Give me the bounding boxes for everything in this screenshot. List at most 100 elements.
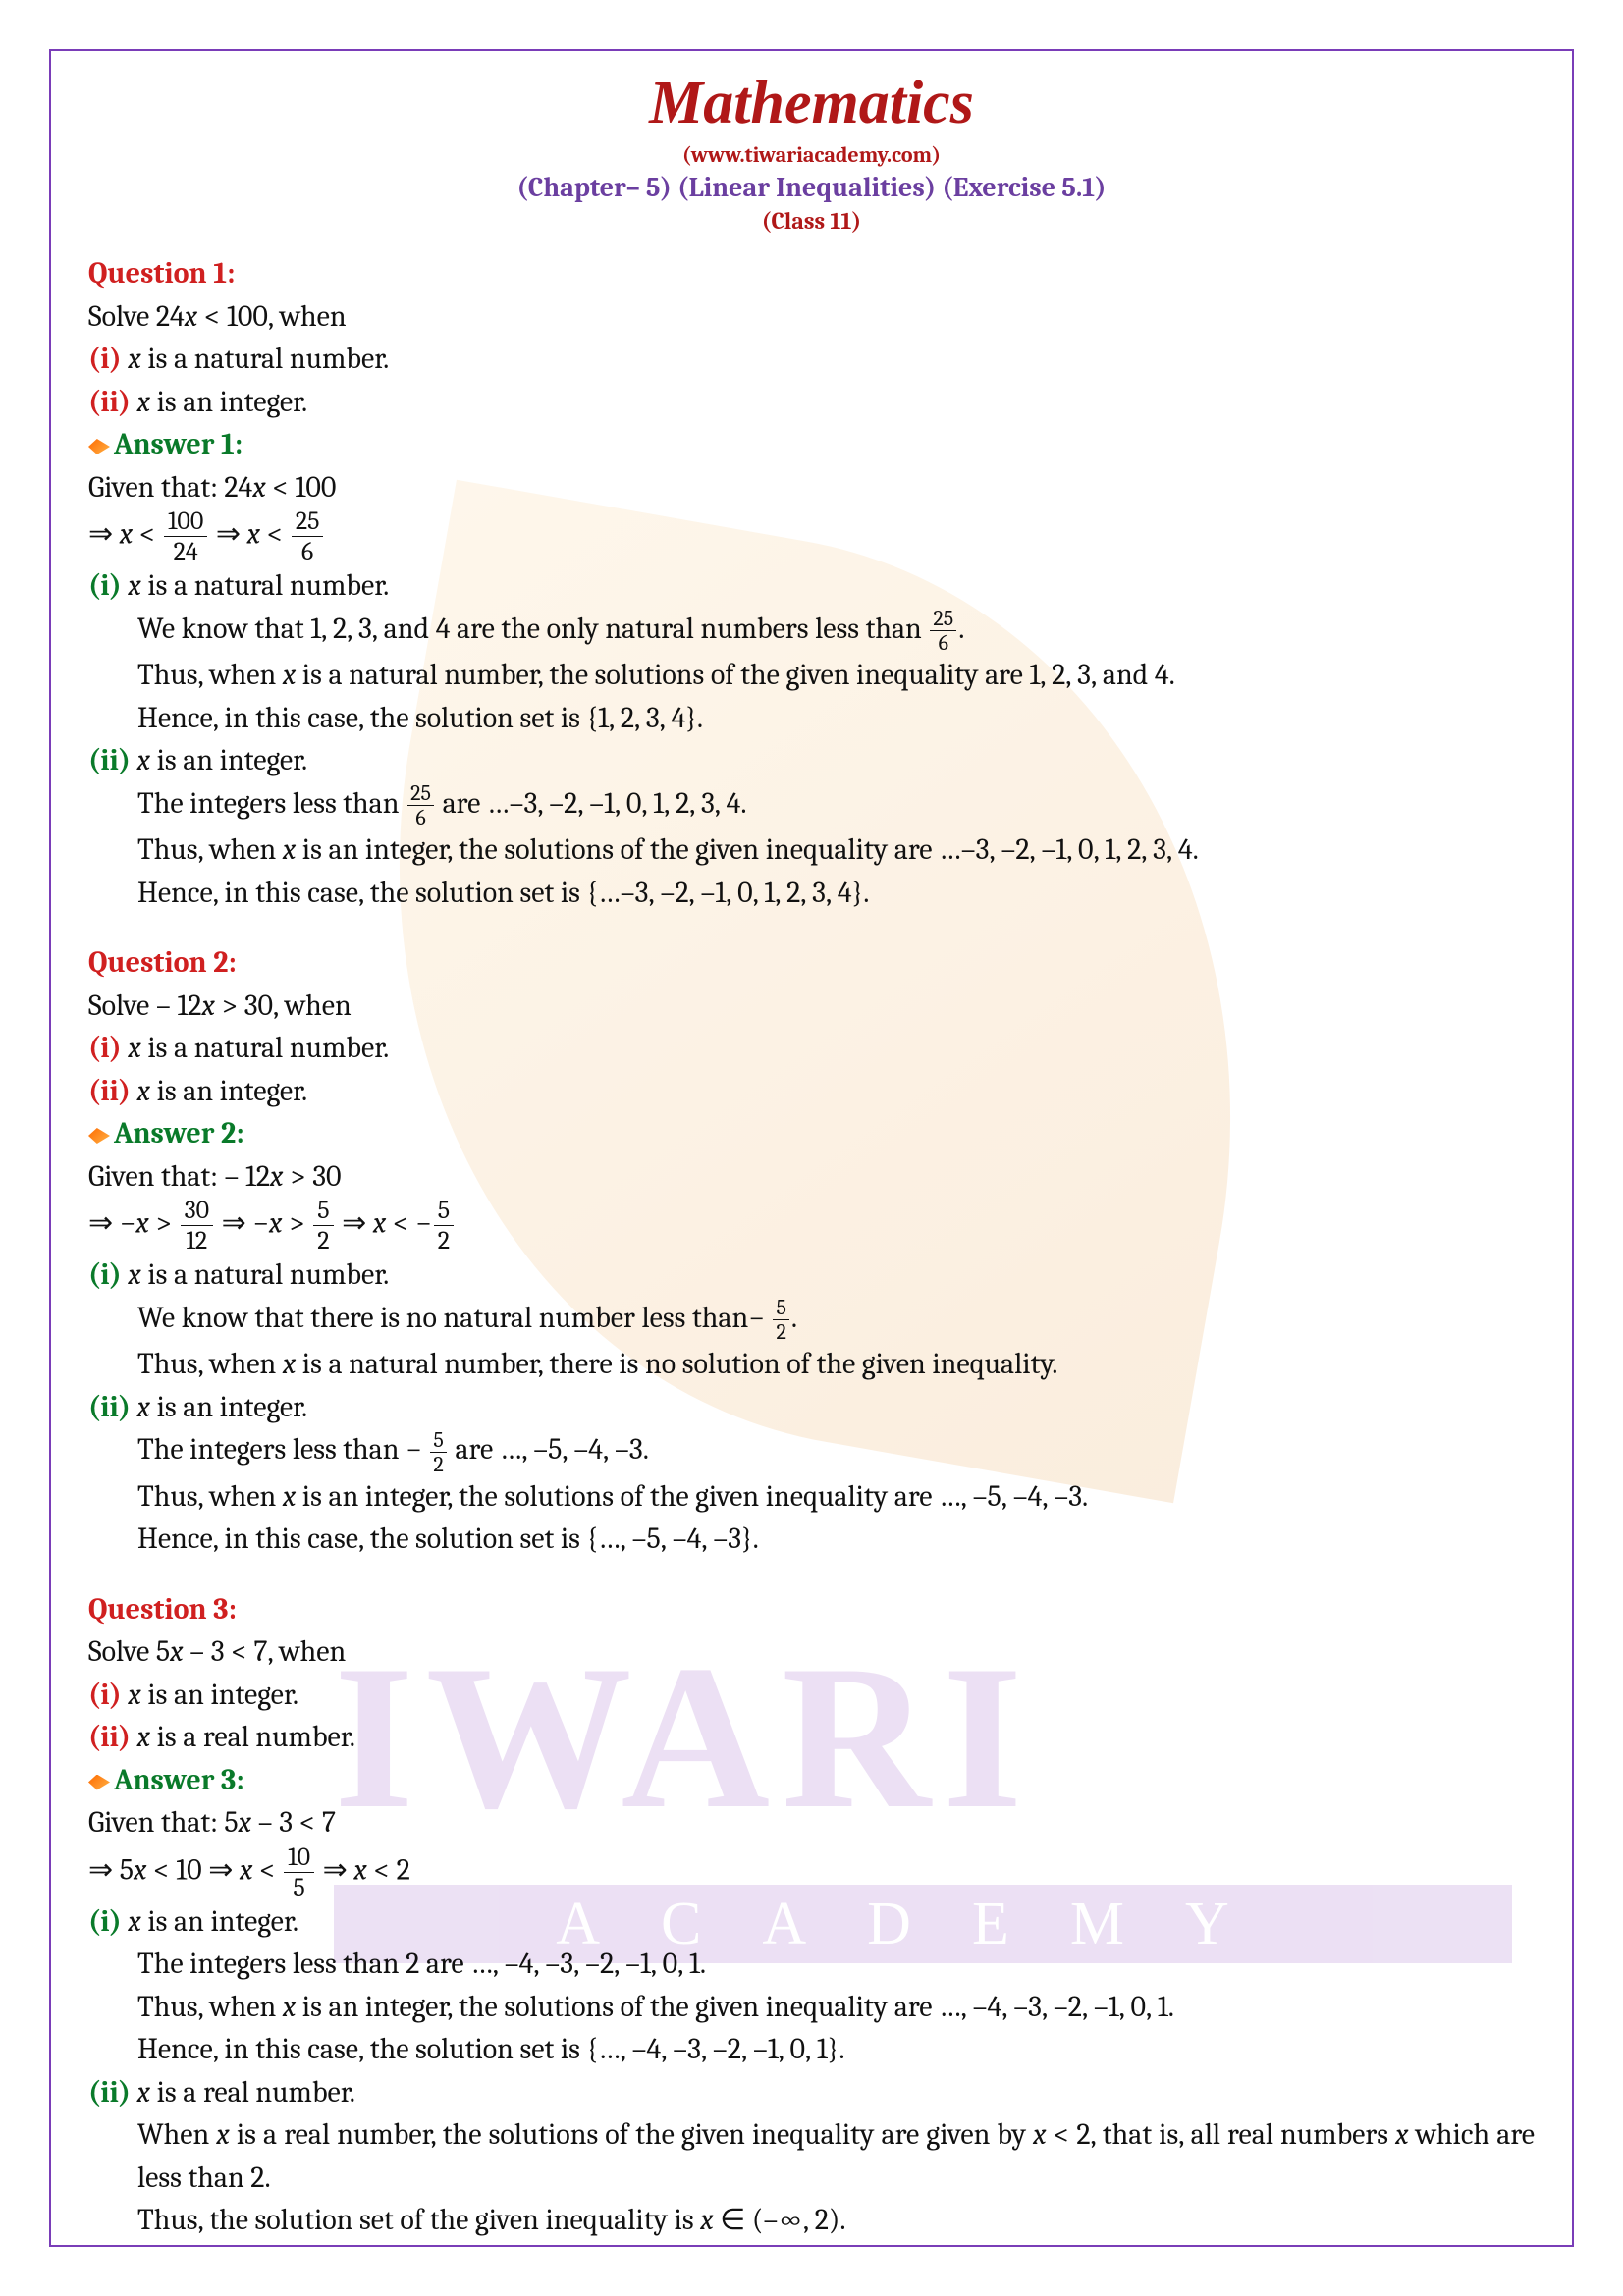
t: is an integer. [150,1074,307,1108]
den: 6 [407,806,434,828]
var-x: x [137,385,150,419]
t: Given that: – 12 [88,1159,270,1194]
a1-lt2: < [260,517,290,552]
t: > 30 [283,1159,341,1194]
t: We know that 1, 2, 3, and 4 are the only… [137,612,928,646]
frac-25-6: 256 [292,508,324,564]
t: Thus, when [137,832,283,867]
var-x: x [135,1206,148,1241]
frac-10-5: 105 [284,1844,314,1900]
a3-ii-l1: When x is a real number, the solutions o… [137,2113,1535,2199]
t: Solve – 12 [88,988,201,1023]
t: We know that there is no natural number … [137,1301,748,1335]
var-x: x [185,299,197,334]
den: 5 [284,1873,314,1900]
var-x: x [201,988,214,1023]
t: . [791,1301,797,1335]
q1-p1: Solve 24 [88,299,185,334]
a1-i-l1: We know that 1, 2, 3, and 4 are the only… [137,608,1535,655]
var-x: x [128,1257,140,1292]
question-2: Question 2: Solve – 12x > 30, when (i) x… [88,941,1535,1561]
var-x: x [240,1852,252,1887]
num: 25 [930,608,956,631]
t: > [282,1206,311,1241]
t: ⇒ − [222,1206,269,1241]
var-x: x [283,1990,296,2024]
a1-g1: Given that: 24 [88,470,252,505]
a1-ii-l2: Thus, when x is an integer, the solution… [137,828,1535,872]
t: (i) [88,1678,122,1712]
q3-part-i: (i) x is an integer. [88,1674,1535,1717]
t: When [137,2117,216,2152]
a1-i-l3: Hence, in this case, the solution set is… [137,697,1535,740]
den: 2 [313,1226,333,1254]
a2-step: ⇒ −x > 3012 ⇒ −x > 52 ⇒ x < −52 [88,1198,1535,1254]
q3-label: Question 3: [88,1588,1535,1631]
t: (ii) [88,1720,131,1754]
t: The integers less than [137,1432,406,1467]
a1-i-body: We know that 1, 2, 3, and 4 are the only… [88,608,1535,740]
var-x: x [353,1852,366,1887]
t: ⇒ − [88,1206,135,1241]
var-x: x [239,1805,251,1840]
a3-ii-body: When x is a real number, the solutions o… [88,2113,1535,2242]
t: ∈ (–∞, 2). [714,2203,846,2237]
den: 2 [773,1320,788,1343]
a1-ii-l1: The integers less than 256 are …–3, –2, … [137,782,1535,829]
t: Thus, when [137,1990,283,2024]
t: is a natural number, there is no solutio… [296,1347,1057,1381]
a3-i-body: The integers less than 2 are …, –4, –3, … [88,1943,1535,2071]
var-x: x [247,517,260,552]
t: is a real number. [150,1720,355,1754]
a2-ii-l3: Hence, in this case, the solution set is… [137,1518,1535,1561]
a1-ii-h: is an integer. [150,743,307,777]
num: 5 [313,1198,333,1226]
var-x: x [128,1904,140,1939]
frac-100-24: 10024 [164,508,207,564]
t: – 3 < 7 [251,1805,336,1840]
var-x: x [283,1347,296,1381]
q1-i-lab: (i) [88,342,122,376]
q1-part-i: (i) x is a natural number. [88,338,1535,381]
num: 5 [773,1297,788,1320]
t: The integers less than [137,786,406,821]
a1-given: Given that: 24x < 100 [88,466,1535,509]
t: is an integer, the solutions of the give… [296,1990,1174,2024]
var-x: x [270,1159,283,1194]
question-3: Question 3: Solve 5x – 3 < 7, when (i) x… [88,1588,1535,2242]
a1-ii-lab: (ii) [88,743,131,777]
t: Given that: 5 [88,1805,239,1840]
a3-i-l2: Thus, when x is an integer, the solution… [137,1986,1535,2029]
content: Mathematics (www.tiwariacademy.com) (Cha… [49,59,1574,2279]
a1-ii-head: (ii) x is an integer. [88,739,1535,782]
a3-ii-head: (ii) x is a real number. [88,2071,1535,2114]
var-x: x [137,743,150,777]
frac-25-6-sm: 256 [407,782,434,828]
t: < 2 [367,1852,410,1887]
var-x: x [128,342,140,376]
var-x: x [252,470,265,505]
den: 6 [930,631,956,654]
num: 25 [292,508,324,537]
q2-part-i: (i) x is a natural number. [88,1027,1535,1070]
a3-step: ⇒ 5x < 10 ⇒ x < 105 ⇒ x < 2 [88,1844,1535,1900]
den: 2 [430,1453,446,1475]
a3-i-head: (i) x is an integer. [88,1900,1535,1944]
q1-ii-txt: is an integer. [150,385,307,419]
t: . [958,612,964,646]
var-x: x [170,1634,183,1669]
t: is a real number. [150,2075,355,2109]
t: – 3 < 7, when [184,1634,347,1669]
question-1: Question 1: Solve 24x < 100, when (i) x … [88,252,1535,914]
a1-imp1: ⇒ [88,517,120,552]
t: (i) [88,1904,122,1939]
num: 5 [434,1198,454,1226]
t: < 2, that is, all real numbers [1047,2117,1396,2152]
a1-step: ⇒ x < 10024 ⇒ x < 256 [88,508,1535,564]
frac-5-2: 52 [434,1198,454,1254]
t: is an integer. [141,1678,298,1712]
var-x: x [137,1074,150,1108]
t: Thus, when [137,658,283,692]
page: IWARI ACADEMY Mathematics (www.tiwariaca… [0,0,1623,2296]
den: 6 [292,537,324,564]
